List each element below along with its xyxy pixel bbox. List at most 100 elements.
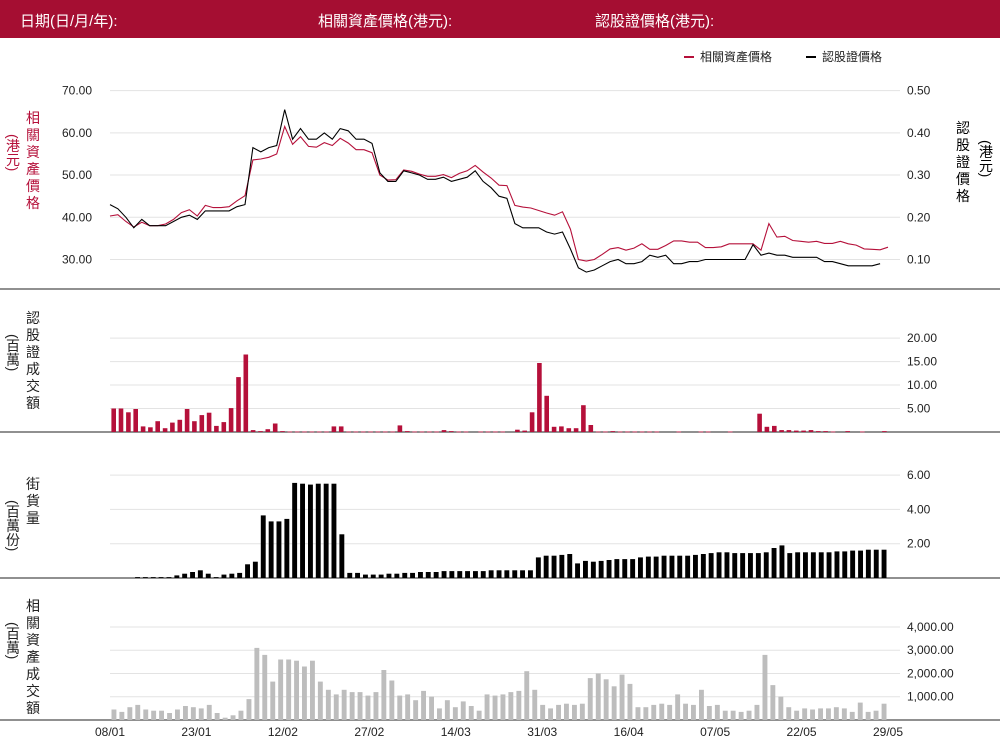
- underlying-turnover-bar: [349, 692, 355, 720]
- underlying-turnover-bar: [254, 647, 260, 720]
- outstanding-bar: [410, 572, 415, 578]
- underlying-turnover-bar: [460, 701, 466, 720]
- outstanding-bar: [834, 551, 840, 578]
- warrant-turnover-bar: [705, 431, 711, 433]
- underlying-turnover-bar: [691, 704, 696, 720]
- outstanding-axis-label: (百萬份) 街貨量: [5, 476, 40, 552]
- underlying-turnover-bar: [365, 695, 371, 720]
- underlying-turnover-bar: [659, 703, 665, 720]
- outstanding-bar: [331, 483, 337, 578]
- underlying-turnover-bar: [587, 678, 593, 720]
- underlying-turnover-bar: [865, 711, 871, 720]
- outstanding-bar: [205, 573, 211, 578]
- right-axis-tick: 0.10: [907, 252, 931, 266]
- outstanding-bar: [850, 550, 856, 578]
- warrant-turnover-bar: [522, 430, 527, 432]
- warrant-turnover-bar: [170, 422, 175, 432]
- underlying-price-line: [109, 124, 889, 262]
- underlying-turnover-bar: [524, 671, 530, 720]
- right-axis-tick: 0.20: [907, 210, 931, 224]
- outstanding-bar: [300, 483, 305, 578]
- x-axis-tick: 12/02: [268, 725, 298, 739]
- outstanding-bar: [661, 555, 667, 578]
- warrant-turnover-bar: [463, 431, 469, 433]
- warrant-turnover-bar: [140, 426, 146, 432]
- warrant-turnover-bar: [515, 429, 520, 432]
- underlying-turnover-bar: [810, 709, 815, 720]
- outstanding-bar: [378, 574, 384, 578]
- outstanding-bar: [583, 560, 588, 578]
- warrant-turnover-bar: [405, 431, 410, 432]
- warrant-turnover-bar: [559, 426, 564, 432]
- warrant-turnover-axis-tick: 10.00: [907, 378, 937, 392]
- outstanding-bar: [504, 570, 510, 578]
- warrant-turnover-bar: [192, 421, 197, 432]
- warrant-turnover-bar: [360, 431, 366, 433]
- warrant-turnover-bar: [133, 409, 138, 432]
- underlying-turnover-bar: [603, 679, 609, 720]
- underlying-turnover-bar: [333, 694, 339, 720]
- outstanding-bar: [622, 559, 628, 578]
- outstanding-bar: [260, 515, 266, 578]
- underlying-turnover-bar: [770, 685, 776, 720]
- warrant-turnover-bar: [772, 425, 777, 432]
- warrant-turnover-bar: [434, 431, 439, 433]
- warrant-price-line: [109, 109, 881, 273]
- warrant-turnover-bar: [243, 354, 249, 432]
- x-axis-tick: 31/03: [527, 725, 557, 739]
- outstanding-bar: [284, 518, 290, 578]
- warrant-turnover-bar: [544, 395, 549, 432]
- warrant-turnover-bar: [617, 431, 623, 433]
- outstanding-bar: [135, 577, 140, 578]
- outstanding-bar: [685, 555, 691, 578]
- warrant-price-label: 認股證價格(港元):: [595, 13, 715, 30]
- outstanding-bar: [771, 548, 777, 578]
- warrant-turnover-bar: [573, 428, 579, 432]
- outstanding-bar: [292, 482, 298, 578]
- underlying-turnover-bar: [579, 703, 585, 720]
- outstanding-bar: [559, 554, 565, 578]
- warrant-turnover-bar: [493, 431, 498, 433]
- outstanding-bar: [158, 577, 164, 578]
- outstanding-bar: [590, 561, 596, 578]
- warrant-turnover-bar: [397, 425, 403, 432]
- warrant-turnover-bar: [757, 413, 762, 432]
- warrant-turnover-bar: [581, 405, 586, 432]
- warrant-turnover-bar: [698, 431, 704, 433]
- warrant-turnover-bar: [816, 431, 821, 432]
- underlying-turnover-bar: [778, 696, 784, 720]
- x-axis-tick: 23/01: [181, 725, 211, 739]
- outstanding-bar: [630, 559, 636, 578]
- underlying-turnover-bar: [421, 690, 426, 720]
- x-axis-tick: 22/05: [787, 725, 817, 739]
- underlying-turnover-bar: [635, 707, 641, 720]
- outstanding-bar: [638, 557, 643, 578]
- underlying-turnover-bar: [833, 707, 839, 720]
- warrant-turnover-bar: [595, 431, 601, 433]
- warrant-turnover-bar: [845, 431, 850, 432]
- warrant-turnover-axis-tick: 5.00: [907, 402, 931, 416]
- left-axis-tick: 30.00: [62, 252, 92, 266]
- underlying-turnover-bar: [183, 706, 188, 720]
- outstanding-bar: [512, 570, 518, 578]
- underlying-turnover-bar: [452, 707, 458, 720]
- warrant-turnover-bar: [449, 431, 454, 432]
- outstanding-bar: [535, 557, 541, 578]
- underlying-turnover-axis-tick: 3,000.00: [907, 643, 954, 657]
- underlying-turnover-bar: [198, 708, 204, 720]
- underlying-turnover-bar: [572, 704, 577, 720]
- underlying-turnover-bar: [738, 711, 744, 720]
- warrant-turnover-bar: [265, 429, 271, 432]
- underlying-turnover-bar: [167, 713, 172, 720]
- underlying-turnover-bar: [135, 704, 141, 720]
- outstanding-bar: [873, 549, 879, 578]
- underlying-turnover-bar: [675, 694, 681, 720]
- warrant-turnover-bar: [412, 431, 417, 433]
- outstanding-bar: [551, 555, 557, 578]
- outstanding-bar: [150, 577, 156, 578]
- underlying-turnover-bar: [667, 704, 673, 720]
- underlying-turnover-bar: [294, 660, 299, 720]
- outstanding-bar: [457, 571, 463, 578]
- outstanding-bar: [339, 534, 345, 578]
- warrant-turnover-bar: [588, 425, 594, 432]
